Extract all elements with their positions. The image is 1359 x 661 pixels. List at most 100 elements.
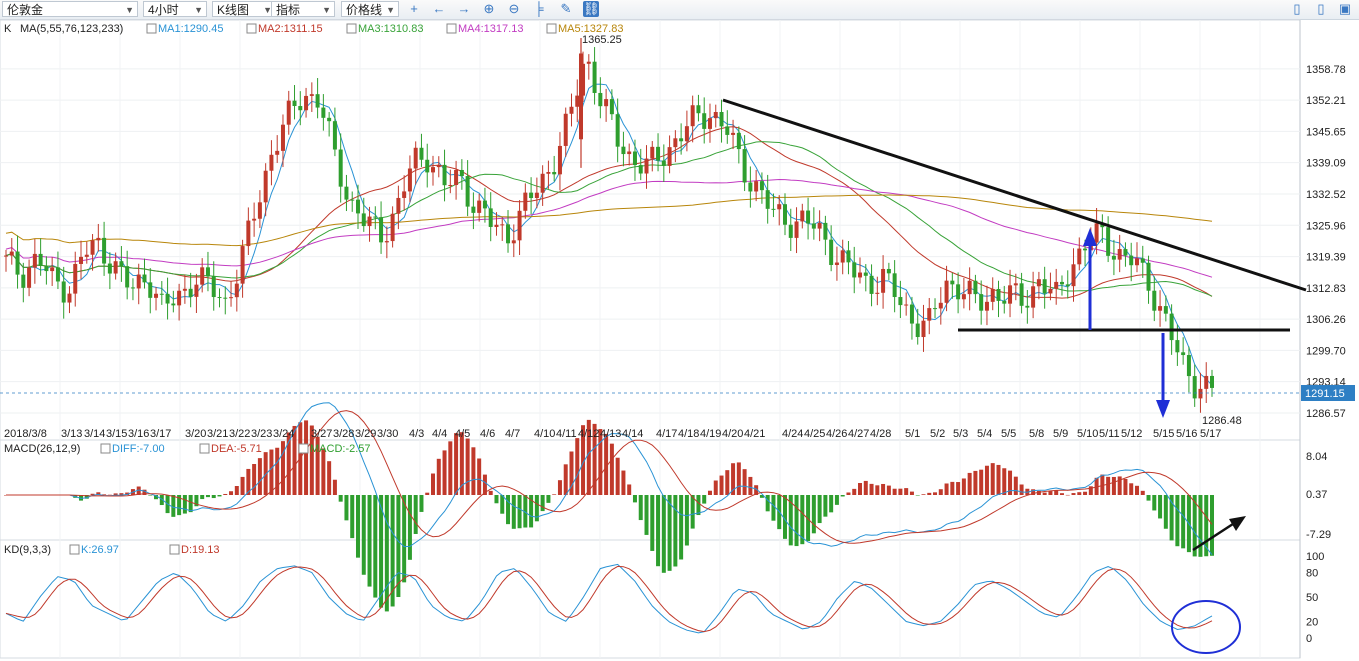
zoom-in-icon[interactable]: ⊕ xyxy=(483,1,495,16)
candle-body xyxy=(298,106,303,111)
macd-value-label: MACD:-2.57 xyxy=(310,443,371,455)
macd-bar xyxy=(667,495,672,571)
macd-bar xyxy=(829,495,834,513)
macd-bar xyxy=(552,494,557,495)
k-checkbox[interactable] xyxy=(69,544,80,555)
macd-bar xyxy=(1100,474,1105,495)
candle-body xyxy=(431,167,436,173)
macd-bar xyxy=(234,486,239,495)
macd-bar xyxy=(950,481,955,495)
date-tick-label: 5/16 xyxy=(1176,428,1197,440)
zoom-out-icon[interactable]: ⊖ xyxy=(508,1,520,16)
candle-body xyxy=(725,126,730,135)
macd-bar xyxy=(263,452,268,495)
indicator-select[interactable]: 指标 ▼ xyxy=(271,1,335,17)
candle-body xyxy=(1198,388,1203,399)
ma-checkbox[interactable] xyxy=(446,23,457,34)
macd-bar xyxy=(431,473,436,495)
candle-body xyxy=(4,255,8,257)
ma-checkbox[interactable] xyxy=(246,23,257,34)
candle-body xyxy=(15,251,20,275)
high-label: 1365.25 xyxy=(582,34,622,46)
candle-body xyxy=(309,94,314,96)
macd-bar xyxy=(1163,495,1168,529)
price-line-label: 价格线 xyxy=(346,3,383,17)
kd-circle-annotation xyxy=(1171,600,1241,654)
candle-body xyxy=(579,53,583,140)
macd-bar xyxy=(840,495,845,497)
link-icon[interactable]: ⛓ xyxy=(583,1,600,17)
candle-body xyxy=(638,165,643,174)
candle-body xyxy=(800,210,805,222)
date-tick-label: 5/8 xyxy=(1029,428,1044,440)
candle-body xyxy=(817,222,822,229)
ma-checkbox[interactable] xyxy=(146,23,157,34)
dea-checkbox[interactable] xyxy=(199,443,210,454)
layout-icon[interactable]: ▣ xyxy=(1338,1,1352,16)
macd-bar xyxy=(350,495,355,539)
ma-legend-label: MA2:1311.15 xyxy=(258,23,323,35)
candle-body xyxy=(263,170,268,203)
split-right-icon[interactable]: ▯ xyxy=(1317,1,1325,16)
macd-bar xyxy=(148,495,153,496)
candle-body xyxy=(367,216,372,227)
candle-body xyxy=(898,297,903,306)
macd-bar xyxy=(1013,476,1018,495)
macd-bar xyxy=(454,433,459,495)
macd-bar xyxy=(725,470,730,495)
candle-body xyxy=(1071,264,1076,287)
date-tick-label: 4/25 xyxy=(804,428,825,440)
candle-body xyxy=(67,293,72,303)
candle-body xyxy=(852,262,857,278)
candle-body xyxy=(177,290,182,306)
candle-body xyxy=(21,274,26,288)
candle-body xyxy=(529,192,534,199)
candle-body xyxy=(448,185,453,187)
candle-body xyxy=(1013,283,1018,286)
split-left-icon[interactable]: ▯ xyxy=(1293,1,1301,16)
pencil-icon[interactable]: ✎ xyxy=(560,1,572,16)
candle-body xyxy=(332,121,337,150)
main-panel-label: K xyxy=(4,23,12,35)
ma-checkbox[interactable] xyxy=(346,23,357,34)
macd-bar xyxy=(736,462,741,495)
macd-bar xyxy=(413,495,418,534)
ma-checkbox[interactable] xyxy=(546,23,557,34)
macd-bar xyxy=(886,485,891,495)
candle-body xyxy=(1181,352,1186,356)
crosshair-icon[interactable]: + xyxy=(410,1,418,16)
d-checkbox[interactable] xyxy=(169,544,180,555)
candle-body xyxy=(552,172,557,175)
date-tick-label: 4/5 xyxy=(455,428,470,440)
candle-body xyxy=(967,280,972,295)
chart-tools-icon[interactable]: ╞ xyxy=(534,1,544,16)
descending-trendline xyxy=(722,98,1307,292)
date-tick-label: 5/1 xyxy=(905,428,920,440)
candle-body xyxy=(419,147,424,160)
macd-bar xyxy=(1042,492,1047,495)
symbol-select[interactable]: 伦敦金 ▼ xyxy=(2,1,138,17)
macd-bar xyxy=(327,461,332,495)
macd-checkbox[interactable] xyxy=(298,443,309,454)
period-select[interactable]: 4小时 ▼ xyxy=(143,1,207,17)
macd-bar xyxy=(1123,478,1128,495)
arrow-right-icon[interactable]: → xyxy=(457,1,471,16)
macd-bar xyxy=(719,475,724,495)
date-tick-label: 3/22 xyxy=(229,428,250,440)
ma-legend-label: MA1:1290.45 xyxy=(158,23,223,35)
candle-body xyxy=(679,138,684,142)
diff-checkbox[interactable] xyxy=(100,443,111,454)
chart-type-select[interactable]: K线图 ▼ xyxy=(212,1,276,17)
candle-body xyxy=(984,301,989,311)
arrow-left-icon[interactable]: ← xyxy=(432,1,446,16)
chart-type-label: K线图 xyxy=(217,3,250,17)
macd-bar xyxy=(379,495,384,608)
macd-bar xyxy=(188,495,193,513)
candle-body xyxy=(407,168,412,192)
macd-bar xyxy=(869,483,874,495)
candle-body xyxy=(223,297,228,299)
macd-bar xyxy=(252,464,257,495)
price-line-select[interactable]: 价格线 ▼ xyxy=(341,1,399,17)
macd-bar xyxy=(517,495,522,529)
